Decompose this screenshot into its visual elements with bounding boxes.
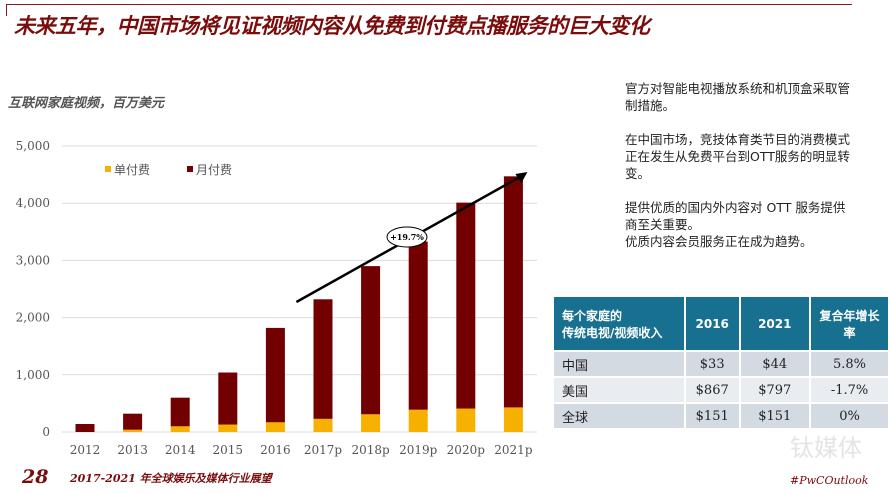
cell: $151 <box>740 404 810 428</box>
y-tick-label: 5,000 <box>16 139 50 153</box>
table-row: 美国 $867 $797 -1.7% <box>554 378 888 402</box>
legend-swatch <box>187 166 193 172</box>
x-tick-label: 2018p <box>351 443 390 457</box>
bar-月付费 <box>265 327 285 423</box>
bar-月付费 <box>75 423 95 432</box>
page-title: 未来五年，中国市场将见证视频内容从免费到付费点播服务的巨大变化 <box>14 14 650 38</box>
chart-subtitle: 互联网家庭视频，百万美元 <box>8 96 165 111</box>
bar-单付费 <box>456 408 476 432</box>
cell: $33 <box>685 352 739 376</box>
cell: 中国 <box>554 352 684 376</box>
table-row: 中国 $33 $44 5.8% <box>554 352 888 376</box>
bar-月付费 <box>218 372 238 425</box>
y-tick-label: 2,000 <box>16 311 50 325</box>
bar-月付费 <box>313 299 333 419</box>
legend-swatch <box>105 166 111 172</box>
cagr-bubble <box>386 226 428 248</box>
bar-月付费 <box>123 413 143 430</box>
bar-月付费 <box>408 241 428 410</box>
notes: 官方对智能电视播放系统和机顶盒采取管制措施。 在中国市场，竞技体育类节目的消费模… <box>625 80 855 267</box>
y-tick-label: 4,000 <box>16 196 50 210</box>
bar-单付费 <box>313 418 333 432</box>
y-tick-label: 1,000 <box>16 368 50 382</box>
bar-单付费 <box>408 409 428 432</box>
cagr-label: +19.7% <box>390 232 424 242</box>
header-2016: 2016 <box>685 297 739 350</box>
bar-单付费 <box>361 414 381 432</box>
cell: 全球 <box>554 404 684 428</box>
x-tick-label: 2013 <box>117 443 148 457</box>
cell: $44 <box>740 352 810 376</box>
bar-单付费 <box>123 429 143 432</box>
bar-单付费 <box>265 422 285 432</box>
page-number: 28 <box>22 466 49 488</box>
x-tick-label: 2012 <box>70 443 101 457</box>
note-3: 提供优质的国内外内容对 OTT 服务提供商至关重要。 优质内容会员服务正在成为趋… <box>625 200 846 249</box>
cell: 美国 <box>554 378 684 402</box>
header-category: 每个家庭的 传统电视/视频收入 <box>554 297 684 350</box>
bar-月付费 <box>361 266 381 415</box>
table-row: 全球 $151 $151 0% <box>554 404 888 428</box>
legend-label: 单付费 <box>114 163 150 177</box>
cell: -1.7% <box>811 378 888 402</box>
bar-单付费 <box>170 426 190 432</box>
note-1: 官方对智能电视播放系统和机顶盒采取管制措施。 <box>625 81 851 113</box>
legend-label: 月付费 <box>196 163 232 177</box>
watermark-logo: 钛媒体 <box>790 434 862 462</box>
cell: $867 <box>685 378 739 402</box>
x-tick-label: 2019p <box>399 443 438 457</box>
note-2: 在中国市场，竞技体育类节目的消费模式正在发生从免费平台到OTT服务的明显转变。 <box>625 132 851 181</box>
top-rule <box>6 4 852 5</box>
bar-单付费 <box>218 424 238 432</box>
trend-arrow-head <box>515 172 528 183</box>
cell: 0% <box>811 404 888 428</box>
x-tick-label: 2017p <box>304 443 343 457</box>
bar-单付费 <box>503 407 523 432</box>
bar-月付费 <box>170 397 190 427</box>
x-tick-label: 2014 <box>165 443 196 457</box>
x-tick-label: 2020p <box>447 443 486 457</box>
revenue-table: 每个家庭的 传统电视/视频收入 2016 2021 复合年增长率 中国 $33 $4… <box>552 295 890 430</box>
bar-月付费 <box>503 176 523 408</box>
header-cagr: 复合年增长率 <box>811 297 888 350</box>
footer-text: 2017-2021 年全球娱乐及媒体行业展望 <box>70 472 272 485</box>
cell: $797 <box>740 378 810 402</box>
x-tick-label: 2021p <box>494 443 533 457</box>
header-2021: 2021 <box>740 297 810 350</box>
cell: 5.8% <box>811 352 888 376</box>
top-rule-tick <box>6 4 7 16</box>
bar-月付费 <box>456 202 476 409</box>
x-tick-label: 2015 <box>213 443 244 457</box>
cell: $151 <box>685 404 739 428</box>
hashtag: #PwCOutlook <box>790 474 869 487</box>
y-tick-label: 0 <box>42 425 50 439</box>
y-tick-label: 3,000 <box>16 253 50 267</box>
x-tick-label: 2016 <box>260 443 291 457</box>
stacked-bar-chart: 0 1,000 2,000 3,000 4,000 5,000 2012 2013 2014 20… <box>16 139 537 457</box>
